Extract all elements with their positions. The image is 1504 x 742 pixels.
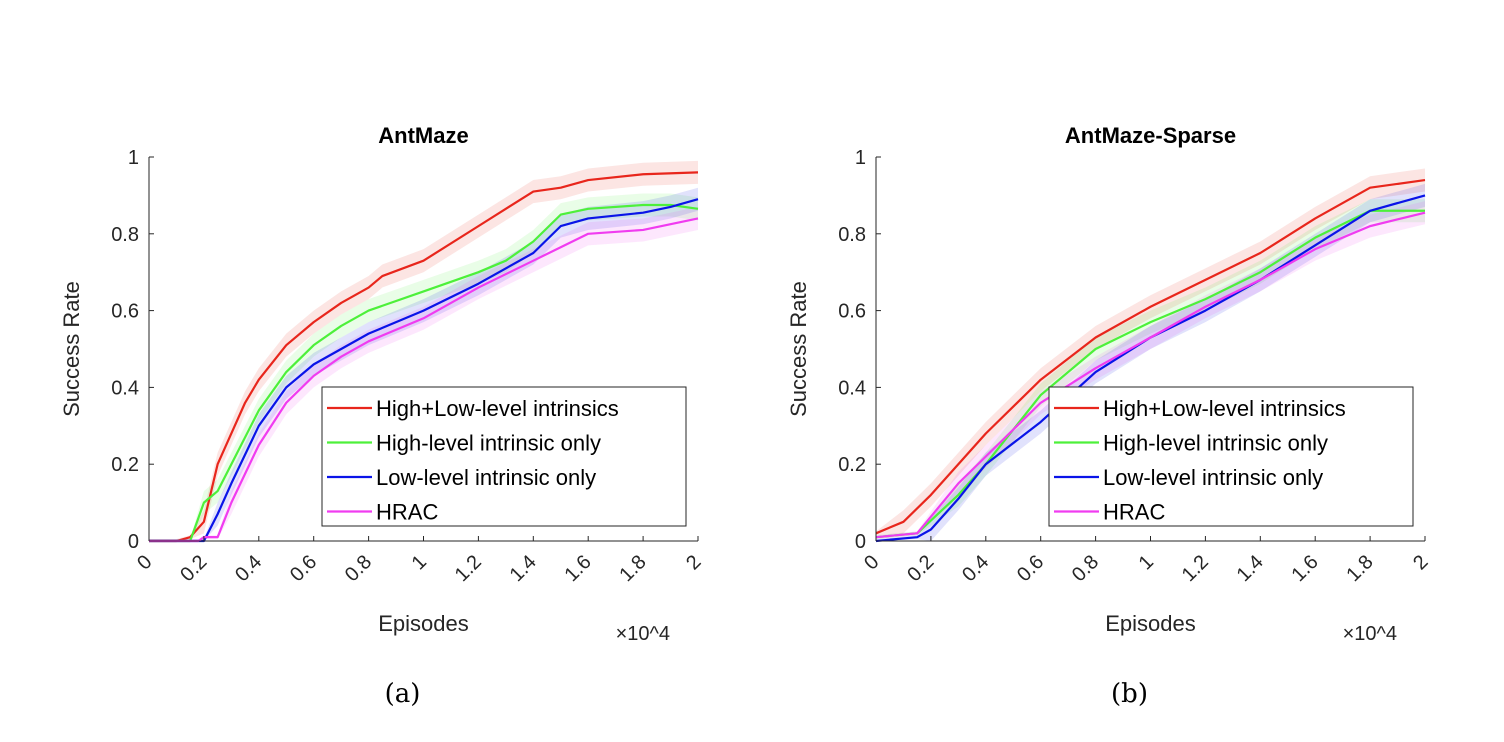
x-axis-label: Episodes xyxy=(1105,611,1196,636)
y-tick-label: 0.2 xyxy=(838,454,866,476)
legend-label-4: HRAC xyxy=(376,500,438,525)
panel-caption: (a) xyxy=(385,679,421,709)
legend-label-1: High+Low-level intrinsics xyxy=(376,396,619,421)
x-tick-label: 0.8 xyxy=(341,551,376,586)
y-tick-label: 0.6 xyxy=(111,301,139,323)
series-line-4 xyxy=(149,217,699,543)
series-line-4 xyxy=(875,211,1426,539)
series-line-2 xyxy=(875,209,1425,539)
x-multiplier: ×10^4 xyxy=(616,623,670,645)
legend-box xyxy=(1048,386,1414,527)
legend-box xyxy=(321,386,687,527)
y-tick-label: 0.2 xyxy=(111,454,139,476)
x-tick-label: 1.8 xyxy=(1342,551,1377,586)
series-band-2 xyxy=(149,193,698,542)
chart-title: AntMaze-Sparse xyxy=(1065,123,1236,148)
x-tick-label: 0.2 xyxy=(176,551,211,586)
x-tick-label: 0.6 xyxy=(286,551,321,586)
series-band-1 xyxy=(876,168,1425,536)
x-tick-label: 1.2 xyxy=(451,551,486,586)
series-line-3 xyxy=(875,194,1426,543)
x-tick-label: 0.8 xyxy=(1068,551,1103,586)
series-band-3 xyxy=(876,183,1425,541)
legend-label-3: Low-level intrinsic only xyxy=(376,465,596,490)
x-multiplier: ×10^4 xyxy=(1343,623,1397,645)
series-line-1 xyxy=(149,171,699,543)
legend: High+Low-level intrinsics High-level intr… xyxy=(1048,386,1414,527)
x-tick-label: 1 xyxy=(408,551,431,574)
chart-panel-2: 0 0.2 0.4 0.6 0.8 1 1.2 1.4 1.6 1.8 2 0 0.2 0.4 0.6 0.8… xyxy=(786,123,1433,709)
legend-label-2: High-level intrinsic only xyxy=(376,431,601,456)
legend-label-1: High+Low-level intrinsics xyxy=(1103,396,1346,421)
legend-label-3: Low-level intrinsic only xyxy=(1103,465,1323,490)
y-tick-label: 0 xyxy=(855,531,866,553)
series-band-3 xyxy=(149,187,698,541)
x-tick-label: 0.2 xyxy=(903,551,938,586)
x-tick-label: 0 xyxy=(860,551,883,574)
series-band-4 xyxy=(876,201,1425,540)
y-tick-label: 0.4 xyxy=(111,377,139,399)
x-tick-label: 1.6 xyxy=(561,551,596,586)
y-tick-label: 0.4 xyxy=(838,377,866,399)
x-tick-label: 1.6 xyxy=(1288,551,1323,586)
x-tick-label: 1.4 xyxy=(506,551,541,586)
y-tick-label: 0.8 xyxy=(111,224,139,246)
panel-caption: (b) xyxy=(1111,679,1148,709)
x-tick-label: 0.4 xyxy=(231,551,266,586)
x-tick-label: 0 xyxy=(133,551,156,574)
x-axis-label: Episodes xyxy=(378,611,469,636)
x-tick-label: 0.4 xyxy=(958,551,993,586)
series-line-3 xyxy=(149,198,699,543)
chart-panel-1: 0 0.2 0.4 0.6 0.8 1 1.2 1.4 1.6 1.8 2 0 0.2 0.4 0.6 0.8… xyxy=(59,123,706,709)
series-band-4 xyxy=(149,206,698,542)
x-tick-label: 1 xyxy=(1135,551,1158,574)
y-tick-label: 0 xyxy=(128,531,139,553)
x-tick-label: 1.4 xyxy=(1233,551,1268,586)
y-tick-label: 0.6 xyxy=(838,301,866,323)
y-axis-label: Success Rate xyxy=(59,281,84,417)
legend-label-2: High-level intrinsic only xyxy=(1103,431,1328,456)
x-tick-label: 2 xyxy=(1409,551,1432,574)
series-line-2 xyxy=(149,203,699,543)
series-line-1 xyxy=(875,178,1426,535)
x-tick-label: 1.8 xyxy=(615,551,650,586)
x-tick-label: 0.6 xyxy=(1013,551,1048,586)
y-axis-label: Success Rate xyxy=(786,281,811,417)
y-tick-label: 1 xyxy=(128,147,139,169)
legend-label-4: HRAC xyxy=(1103,500,1165,525)
y-tick-label: 1 xyxy=(855,147,866,169)
x-tick-label: 1.2 xyxy=(1178,551,1213,586)
y-tick-label: 0.8 xyxy=(838,224,866,246)
chart-title: AntMaze xyxy=(378,123,468,148)
x-tick-label: 2 xyxy=(682,551,705,574)
legend: High+Low-level intrinsics High-level intr… xyxy=(321,386,687,527)
